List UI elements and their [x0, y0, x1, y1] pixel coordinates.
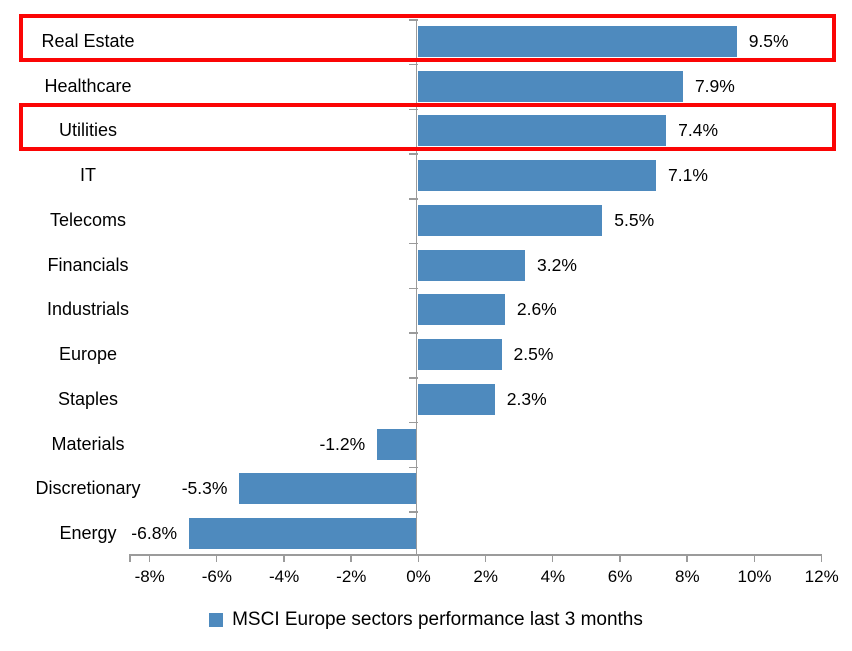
value-axis-tick-label: 8% — [675, 567, 700, 586]
category-label: Discretionary — [35, 478, 141, 499]
category-label: Healthcare — [44, 75, 132, 96]
category-label: Financials — [47, 254, 129, 275]
category-axis-tick — [408, 377, 418, 379]
category-axis-tick — [408, 242, 418, 245]
data-label: 7.1% — [668, 165, 708, 186]
value-axis-tick — [551, 554, 554, 562]
category-label: Materials — [51, 433, 125, 454]
category-label: Real Estate — [41, 30, 135, 51]
value-axis-tick — [484, 554, 487, 562]
category-label: Staples — [57, 388, 119, 409]
category-axis-tick — [408, 287, 418, 290]
value-axis-tick — [417, 554, 420, 562]
data-label: -5.3% — [181, 478, 228, 499]
value-axis-tick-label: 12% — [804, 567, 839, 586]
data-label: 3.2% — [537, 254, 577, 275]
highlight-box-real-estate — [19, 13, 836, 62]
value-axis-tick — [283, 554, 285, 562]
value-axis-tick-label: -6% — [201, 567, 233, 586]
bar — [417, 115, 667, 147]
data-label: -1.2% — [319, 433, 366, 454]
category-axis-tick — [408, 466, 418, 469]
bar — [417, 70, 683, 102]
category-label: Utilities — [58, 120, 117, 141]
category-label: IT — [80, 165, 96, 186]
highlight-box-utilities — [19, 103, 836, 152]
bar — [189, 518, 418, 550]
category-axis-tick — [408, 153, 418, 155]
data-label: 2.5% — [513, 344, 554, 365]
value-axis-tick — [350, 554, 352, 562]
bar — [239, 473, 418, 505]
value-axis-tick-label: 6% — [607, 567, 633, 586]
value-axis-tick-label: 0% — [406, 567, 431, 586]
data-label: 9.5% — [748, 30, 789, 51]
category-axis-tick — [408, 511, 418, 513]
value-axis-tick — [148, 554, 151, 562]
value-axis-tick — [820, 554, 823, 562]
value-axis-tick-label: 10% — [737, 567, 772, 586]
category-axis-tick — [408, 198, 418, 200]
category-axis-line — [415, 19, 418, 556]
data-label: 7.4% — [678, 120, 719, 141]
bar — [377, 428, 418, 460]
category-axis-tick — [408, 332, 418, 334]
legend-swatch-icon — [209, 613, 224, 627]
category-axis-tick — [408, 63, 418, 66]
value-axis-tick — [686, 554, 688, 562]
category-label: Industrials — [46, 299, 130, 320]
value-axis-tick — [753, 554, 756, 562]
value-axis-tick-label: -2% — [336, 567, 367, 586]
category-axis-tick — [408, 19, 418, 21]
bar — [417, 294, 505, 326]
value-axis-tick-label: 2% — [473, 567, 498, 586]
bar — [417, 339, 502, 371]
category-label: Europe — [58, 344, 118, 365]
legend-label: MSCI Europe sectors performance last 3 m… — [232, 609, 643, 630]
bar — [417, 249, 526, 281]
value-axis-edge-tick — [129, 554, 131, 562]
category-axis-tick — [408, 108, 418, 111]
value-axis-line — [129, 554, 821, 556]
bar — [417, 160, 657, 192]
bar — [417, 383, 495, 415]
data-label: 7.9% — [694, 75, 735, 96]
data-label: 5.5% — [614, 209, 655, 230]
value-axis-tick-label: 4% — [540, 567, 566, 586]
category-axis-tick — [408, 421, 418, 424]
value-axis-tick — [619, 554, 621, 562]
category-label: Telecoms — [49, 209, 127, 230]
value-axis-tick-label: -4% — [268, 567, 300, 586]
legend: MSCI Europe sectors performance last 3 m… — [0, 602, 852, 638]
data-label: -6.8% — [131, 523, 178, 544]
data-label: 2.6% — [516, 299, 557, 320]
category-label: Energy — [59, 523, 117, 544]
bar — [417, 25, 737, 57]
value-axis-tick — [215, 554, 218, 562]
value-axis-tick-label: -8% — [134, 567, 165, 586]
bar — [417, 204, 603, 236]
data-label: 2.3% — [506, 388, 547, 409]
